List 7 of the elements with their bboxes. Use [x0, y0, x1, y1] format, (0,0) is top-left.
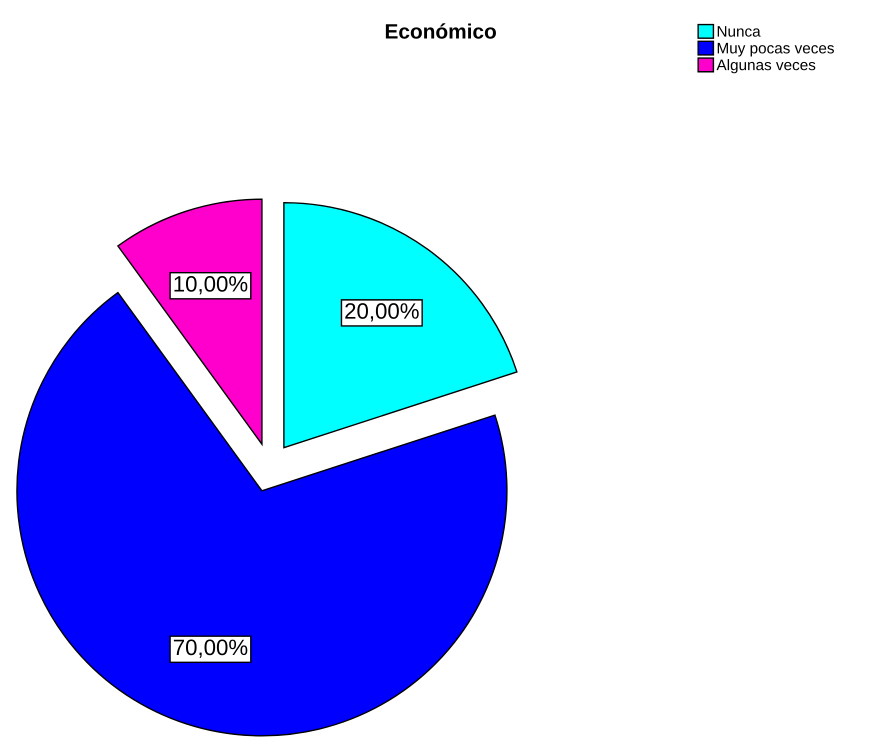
- data-label: 20,00%: [345, 303, 419, 322]
- legend-label: Muy pocas veces: [718, 42, 834, 57]
- data-label: 10,00%: [174, 276, 248, 294]
- data-label: 70,00%: [174, 639, 248, 658]
- legend-label: Algunas veces: [716, 59, 816, 74]
- chart-title: Económico: [386, 23, 496, 39]
- legend-label: Nunca: [718, 26, 761, 37]
